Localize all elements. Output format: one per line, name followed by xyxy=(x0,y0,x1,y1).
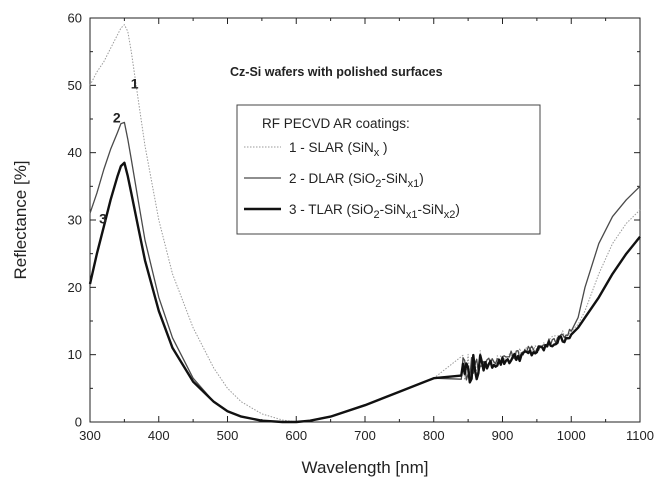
legend-entry-3: 3 - TLAR (SiO2-SiNx1-SiNx2) xyxy=(289,202,460,221)
legend-entries: 1 - SLAR (SiNx ) 2 - DLAR (SiO2-SiNx1) 3 -… xyxy=(244,140,460,221)
y-tick-label: 20 xyxy=(68,280,82,295)
series-line-3 xyxy=(88,161,641,424)
x-axis-title: Wavelength [nm] xyxy=(302,458,429,477)
legend-entry-2: 2 - DLAR (SiO2-SiNx1) xyxy=(289,171,424,190)
x-tick-label: 300 xyxy=(79,428,101,443)
y-tick-label: 30 xyxy=(68,213,82,228)
y-axis-title: Reflectance [%] xyxy=(11,160,30,279)
chart-annotation: Cz-Si wafers with polished surfaces xyxy=(230,65,443,79)
x-tick-label: 900 xyxy=(492,428,514,443)
x-tick-label: 1100 xyxy=(626,428,654,443)
y-tick-label: 60 xyxy=(68,11,82,26)
y-tick-label: 0 xyxy=(75,415,82,430)
curve-label-1: 1 xyxy=(131,76,139,92)
legend: RF PECVD AR coatings: 1 - SLAR (SiNx ) 2 … xyxy=(236,104,541,235)
series-line-1 xyxy=(89,24,641,423)
y-tick-label: 10 xyxy=(68,347,82,362)
y-tick-label: 40 xyxy=(68,145,82,160)
y-tick-label: 50 xyxy=(68,78,82,93)
x-tick-label: 600 xyxy=(285,428,307,443)
axis-tick-labels: 300 400 500 600 700 800 900 1000 1100 0 10 20 30 40 50… xyxy=(68,11,654,444)
x-tick-label: 500 xyxy=(217,428,239,443)
curve-label-3: 3 xyxy=(99,210,107,226)
x-tick-label: 1000 xyxy=(557,428,586,443)
legend-entry-1: 1 - SLAR (SiNx ) xyxy=(289,140,388,159)
curve-label-2: 2 xyxy=(113,109,121,125)
legend-box xyxy=(236,104,541,235)
x-tick-label: 400 xyxy=(148,428,170,443)
series-curves xyxy=(88,24,641,424)
x-tick-label: 800 xyxy=(423,428,445,443)
curve-number-labels: 1 2 3 xyxy=(99,76,139,227)
x-tick-label: 700 xyxy=(354,428,376,443)
legend-title: RF PECVD AR coatings: xyxy=(262,116,410,131)
